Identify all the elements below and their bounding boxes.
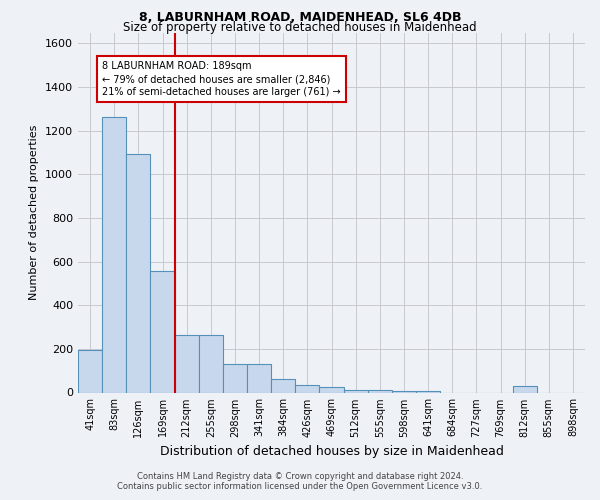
Bar	[175, 334, 199, 392]
Text: 8, LABURNHAM ROAD, MAIDENHEAD, SL6 4DB: 8, LABURNHAM ROAD, MAIDENHEAD, SL6 4DB	[139, 11, 461, 24]
Bar	[247, 364, 271, 392]
Y-axis label: Number of detached properties: Number of detached properties	[29, 125, 40, 300]
Bar	[319, 387, 344, 392]
Bar	[78, 350, 102, 393]
Text: Contains HM Land Registry data © Crown copyright and database right 2024.
Contai: Contains HM Land Registry data © Crown c…	[118, 472, 482, 491]
Bar	[126, 154, 151, 392]
Bar	[151, 272, 175, 392]
Text: 8 LABURNHAM ROAD: 189sqm
← 79% of detached houses are smaller (2,846)
21% of sem: 8 LABURNHAM ROAD: 189sqm ← 79% of detach…	[102, 61, 341, 98]
Bar	[368, 390, 392, 392]
Bar	[102, 116, 126, 392]
Bar	[223, 364, 247, 392]
Text: Size of property relative to detached houses in Maidenhead: Size of property relative to detached ho…	[123, 21, 477, 34]
Bar	[344, 390, 368, 392]
Bar	[271, 380, 295, 392]
Bar	[199, 334, 223, 392]
Bar	[512, 386, 537, 392]
X-axis label: Distribution of detached houses by size in Maidenhead: Distribution of detached houses by size …	[160, 445, 503, 458]
Bar	[295, 385, 319, 392]
